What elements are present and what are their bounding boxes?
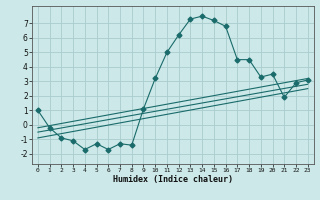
X-axis label: Humidex (Indice chaleur): Humidex (Indice chaleur) [113, 175, 233, 184]
